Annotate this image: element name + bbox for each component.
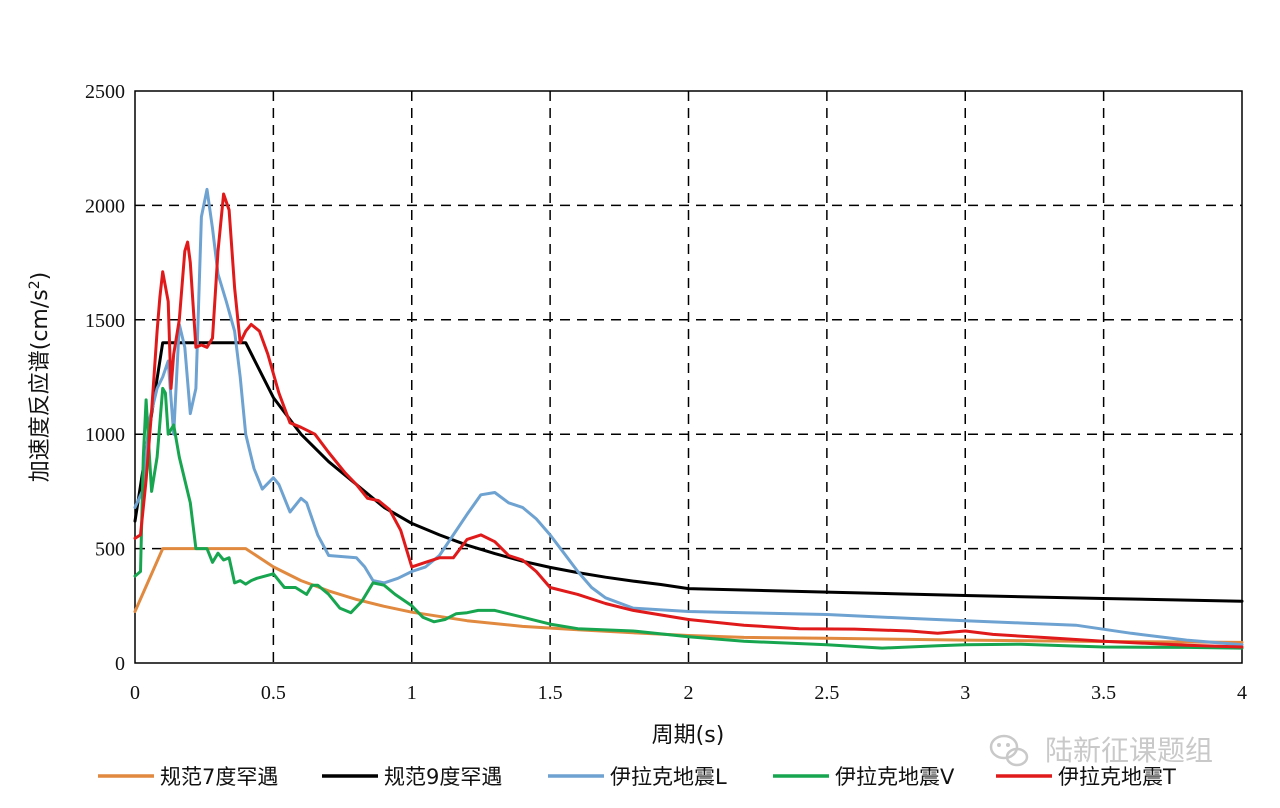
x-axis-title: 周期(s) <box>652 723 725 748</box>
watermark: 陆新征课题组 <box>989 734 1213 767</box>
legend: 规范7度罕遇 规范9度罕遇 伊拉克地震L 伊拉克地震V 伊拉克地震T <box>98 765 1176 789</box>
wechat-icon <box>989 734 1029 767</box>
plot-area-frame <box>134 90 1243 664</box>
y-axis-title: 加速度反应谱(cm/s2) <box>27 272 53 483</box>
x-tick-label: 2 <box>684 682 694 704</box>
series-line-3 <box>133 187 1244 647</box>
x-tick-label: 0.5 <box>261 682 286 704</box>
y-axis-title-superscript: 2 <box>27 280 43 289</box>
x-tick-label: 3.5 <box>1091 682 1116 704</box>
y-axis-title-end: ) <box>28 272 53 281</box>
y-tick-label: 0 <box>115 653 125 675</box>
y-tick-label: 1500 <box>85 310 125 332</box>
grid-lines <box>135 91 1242 663</box>
legend-label-1: 规范7度罕遇 <box>160 765 278 789</box>
legend-label-5: 伊拉克地震T <box>1058 765 1176 789</box>
x-tick-label: 0 <box>130 682 140 704</box>
legend-label-4: 伊拉克地震V <box>835 765 955 789</box>
y-tick-label: 2500 <box>85 81 125 103</box>
series-line-1 <box>133 547 1244 644</box>
x-tick-label: 3 <box>960 682 970 704</box>
y-tick-label: 1000 <box>85 424 125 446</box>
x-tick-label: 1 <box>407 682 417 704</box>
watermark-text: 陆新征课题组 <box>1045 734 1213 767</box>
x-tick-label: 1.5 <box>538 682 563 704</box>
series-layer <box>133 187 1244 650</box>
x-tick-label: 2.5 <box>814 682 839 704</box>
y-tick-label: 500 <box>95 539 125 561</box>
y-tick-labels: 0 500 1000 1500 2000 2500 <box>85 81 125 675</box>
legend-label-3: 伊拉克地震L <box>610 765 727 789</box>
x-tick-labels: 0 0.5 1 1.5 2 2.5 3 3.5 4 <box>130 682 1247 704</box>
x-tick-label: 4 <box>1237 682 1247 704</box>
series-line-4 <box>133 386 1244 650</box>
legend-label-2: 规范9度罕遇 <box>384 765 502 789</box>
y-axis-title-main: 加速度反应谱(cm/s <box>28 289 53 482</box>
y-tick-label: 2000 <box>85 195 125 217</box>
series-line-5 <box>133 192 1244 649</box>
